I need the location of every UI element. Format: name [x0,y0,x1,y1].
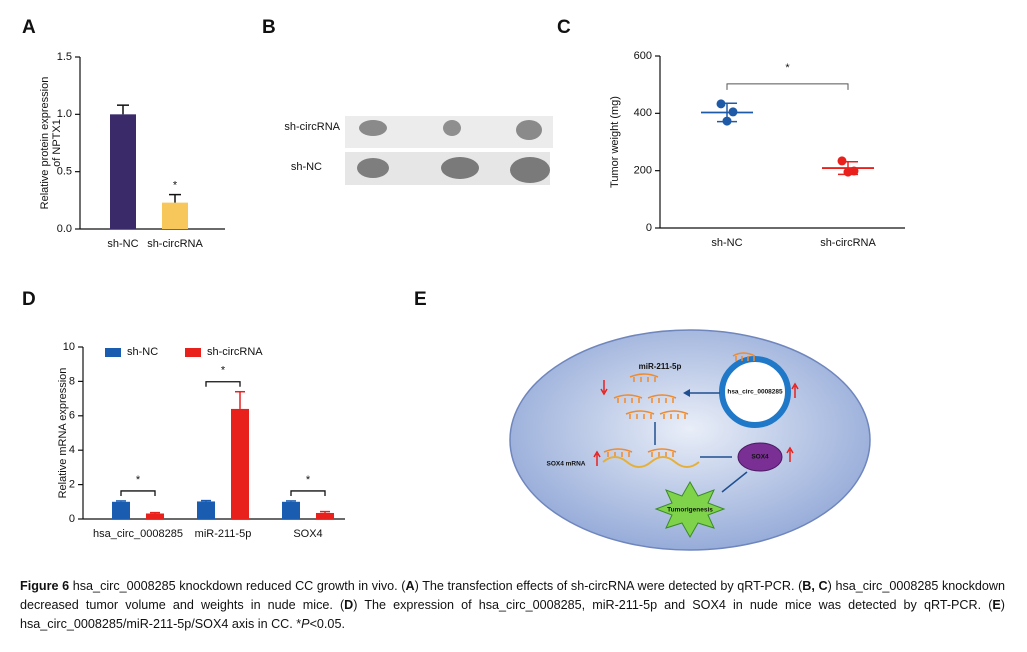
legend-swatch [105,348,121,357]
y-tick-label: 200 [634,165,652,177]
y-tick-label: 600 [634,50,652,62]
significance-bracket [120,490,156,496]
caption-run: ) The transfection effects of sh-circRNA… [414,579,803,593]
x-tick-label: hsa_circ_0008285 [93,528,183,540]
panel-letter: D [22,289,36,310]
bar [146,513,164,519]
significance-bracket [205,381,241,387]
caption-run: hsa_circ_0008285 knockdown reduced CC gr… [69,579,406,593]
y-tick-label: 0.5 [57,166,72,178]
caption-run: P [301,617,310,631]
legend-label: sh-circRNA [207,346,263,358]
figure-panels: B sh-circRNA sh-NC E [22,17,905,551]
caption-run: Figure 6 [20,579,70,593]
figure-caption: Figure 6 hsa_circ_0008285 knockdown redu… [20,577,1005,634]
y-tick-label: 8 [69,375,75,387]
significance-mark: * [221,365,226,377]
bar [197,501,215,519]
y-tick-label: 0 [69,513,75,525]
diagram-node: miR-211-5p [639,362,682,371]
significance-mark: * [173,180,178,192]
photo-row-label: sh-NC [291,161,322,173]
legend-swatch [185,348,201,357]
data-point [716,99,726,109]
y-tick-label: 1.0 [57,108,72,120]
bar [231,408,249,519]
y-tick-label: 0 [646,222,652,234]
caption-run: ) hsa_circ_0008285/miR-211-5p/SOX4 axis … [20,598,1005,631]
caption-run: ) hsa_circ_0008285 knockdown decreased t… [20,579,1006,612]
x-tick-label: sh-circRNA [147,238,203,250]
panel-letter: A [22,17,36,38]
x-tick-label: SOX4 [293,528,322,540]
y-tick-label: 4 [69,444,75,456]
y-axis-label: of NPTX1 [51,119,63,167]
y-tick-label: 400 [634,107,652,119]
y-tick-label: 1.5 [57,51,72,63]
caption-run: B, C [802,579,828,593]
caption-run: E [992,598,1001,612]
panel-letter: C [557,17,571,38]
panel-letter: E [414,289,427,310]
diagram-node: SOX4 mRNA [546,461,585,468]
diagram-node: Tumorigenesis [667,507,713,514]
y-tick-label: 0.0 [57,223,72,235]
x-tick-label: sh-NC [711,237,742,249]
data-point [728,107,738,117]
y-axis-label: Tumor weight (mg) [609,96,621,188]
x-tick-label: sh-NC [107,238,138,250]
x-tick-label: miR-211-5p [195,528,252,540]
significance-bracket [290,490,326,496]
legend-label: sh-NC [127,346,158,358]
panel-letter: B [262,17,276,38]
diagram [509,329,871,551]
y-axis-label: Relative protein expression [39,77,51,210]
significance-mark: * [306,474,311,486]
y-tick-label: 2 [69,479,75,491]
data-point [843,167,853,177]
bar [162,202,188,229]
caption-run: <0.05. [309,617,345,631]
bar [112,501,130,519]
caption-run: A [405,579,415,593]
data-point [837,156,847,166]
diagram-node: hsa_circ_0008285 [727,389,783,396]
caption-run: ) The expression of hsa_circ_0008285, mi… [353,598,993,612]
data-point [722,116,732,126]
bar [282,501,300,519]
bar [110,114,136,229]
bar [316,512,334,519]
caption-run: D [344,598,354,612]
tumor-photo [345,116,553,185]
significance-mark: * [136,474,141,486]
y-axis-label: Relative mRNA expression [57,368,69,499]
y-tick-label: 6 [69,410,75,422]
diagram-node: SOX4 [751,454,769,461]
photo-row-label: sh-circRNA [284,121,340,133]
significance-bracket [726,83,849,90]
significance-mark: * [785,62,790,74]
y-tick-label: 10 [63,341,75,353]
x-tick-label: sh-circRNA [820,237,876,249]
